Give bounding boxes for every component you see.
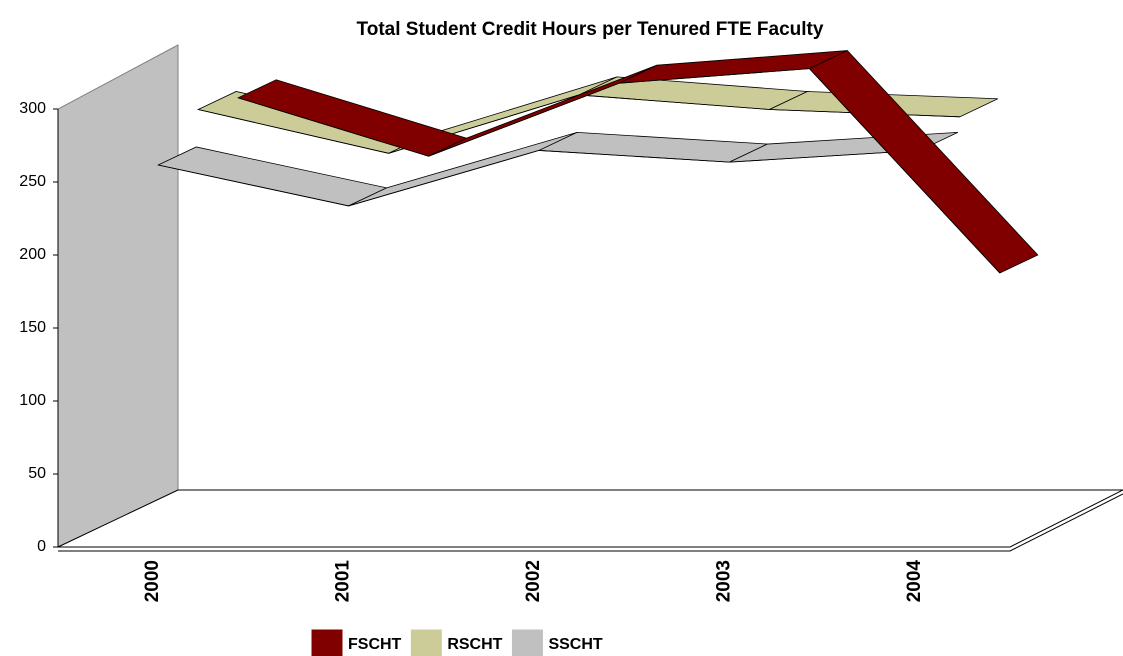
ribbon-segment [808, 50, 1039, 274]
back-wall [57, 44, 179, 548]
y-tick-label: 150 [19, 319, 46, 336]
x-tick-label: 2002 [523, 560, 544, 602]
floor-edge [58, 493, 1123, 552]
legend-swatch [511, 629, 543, 656]
series-line [238, 68, 1001, 274]
x-tick-label: 2004 [904, 560, 925, 603]
legend-label: SSCHT [548, 636, 602, 653]
x-tick-label: 2000 [142, 560, 163, 602]
legend-swatch [311, 629, 343, 656]
x-tick-label: 2001 [333, 560, 354, 603]
series-line [158, 150, 920, 207]
y-tick-label: 50 [28, 465, 46, 482]
y-tick-label: 0 [37, 538, 46, 555]
y-tick-label: 250 [19, 173, 46, 190]
floor [57, 489, 1123, 548]
legend-label: RSCHT [447, 636, 502, 653]
legend-label: FSCHT [348, 636, 402, 653]
chart-title: Total Student Credit Hours per Tenured F… [357, 19, 824, 40]
y-tick-label: 100 [19, 392, 46, 409]
y-tick-label: 200 [19, 246, 46, 263]
x-tick-label: 2003 [713, 560, 734, 602]
ribbon-segment [156, 146, 388, 207]
legend-swatch [410, 629, 442, 656]
y-tick-label: 300 [19, 100, 46, 117]
